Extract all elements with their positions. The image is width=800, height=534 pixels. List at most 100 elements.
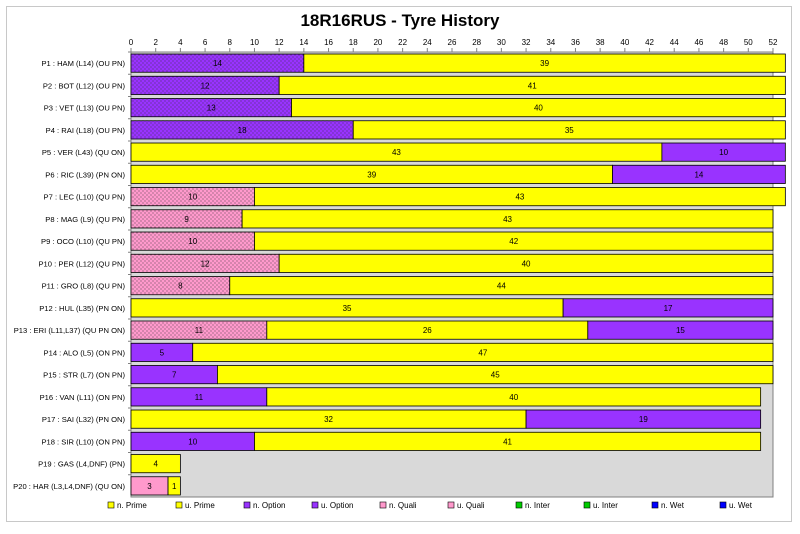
x-tick-label: 0	[129, 38, 134, 47]
row-label: P2 : BOT (L12) (OU PN)	[43, 81, 126, 90]
row-label: P16 : VAN (L11) (ON PN)	[40, 393, 126, 402]
legend-swatch	[311, 501, 319, 509]
stint-laps-label: 12	[201, 259, 210, 268]
stint-bar	[303, 53, 786, 73]
x-tick-label: 4	[178, 38, 183, 47]
legend-label: n. Option	[253, 501, 285, 510]
stint-bar	[661, 142, 786, 162]
stint-laps-label: 15	[676, 326, 685, 335]
row-label: P7 : LEC (L10) (QU PN)	[44, 193, 126, 202]
row-label: P15 : STR (L7) (ON PN)	[43, 371, 125, 380]
legend-label: u. Inter	[593, 501, 618, 510]
stint-laps-label: 14	[213, 59, 222, 68]
stint-bar	[587, 320, 774, 340]
stint-laps-label: 5	[160, 348, 165, 357]
stint-laps-label: 19	[639, 415, 648, 424]
stint-bar-pattern	[131, 76, 280, 95]
legend-swatch	[379, 501, 387, 509]
row-label: P4 : RAI (L18) (OU PN)	[46, 126, 126, 135]
x-tick-label: 32	[522, 38, 531, 47]
stint-bar	[562, 298, 774, 318]
stint-laps-label: 9	[184, 215, 189, 224]
row-label: P14 : ALO (L5) (ON PN)	[44, 348, 126, 357]
row-label: P8 : MAG (L9) (QU PN)	[45, 215, 125, 224]
stint-bar-pattern	[131, 254, 280, 273]
legend-swatch	[243, 501, 251, 509]
row-label: P3 : VET (L13) (OU PN)	[44, 104, 126, 113]
stint-bar	[278, 75, 786, 95]
x-tick-label: 48	[719, 38, 728, 47]
legend-swatch	[515, 501, 523, 509]
stint-laps-label: 7	[172, 371, 177, 380]
row-label: P9 : OCO (L10) (QU PN)	[41, 237, 125, 246]
stint-bar-pattern	[131, 54, 304, 73]
x-tick-label: 20	[373, 38, 382, 47]
chart-title: 18R16RUS - Tyre History	[300, 11, 500, 30]
stint-laps-label: 43	[503, 215, 512, 224]
stint-laps-label: 40	[522, 259, 531, 268]
stint-bar	[254, 231, 774, 251]
legend-swatch	[583, 501, 591, 509]
legend-label: n. Inter	[525, 501, 550, 510]
row-label: P19 : GAS (L4,DNF) (PN)	[38, 460, 125, 469]
legend-label: u. Option	[321, 501, 353, 510]
stint-laps-label: 8	[178, 282, 183, 291]
stint-bar-pattern	[131, 98, 292, 117]
stint-laps-label: 26	[423, 326, 432, 335]
stint-bar	[229, 276, 774, 296]
stint-laps-label: 14	[694, 170, 703, 179]
stint-bar	[130, 454, 181, 474]
stint-laps-label: 40	[534, 104, 543, 113]
stint-bar-pattern	[131, 232, 255, 251]
stint-bar	[352, 120, 786, 140]
stint-laps-label: 39	[367, 170, 376, 179]
legend-swatch	[651, 501, 659, 509]
row-label: P20 : HAR (L3,L4,DNF) (QU ON)	[13, 482, 125, 491]
stint-laps-label: 47	[478, 348, 487, 357]
x-tick-label: 42	[645, 38, 654, 47]
legend-swatch	[447, 501, 455, 509]
stint-bar	[266, 387, 762, 407]
stint-laps-label: 35	[343, 304, 352, 313]
stint-bar	[192, 342, 774, 362]
stint-bar	[217, 365, 774, 385]
stint-laps-label: 1	[172, 482, 177, 491]
row-label: P6 : RIC (L39) (PN ON)	[45, 170, 125, 179]
legend-label: u. Quali	[457, 501, 485, 510]
x-tick-label: 38	[596, 38, 605, 47]
stint-bar	[167, 476, 181, 496]
stint-laps-label: 10	[188, 237, 197, 246]
x-tick-label: 36	[571, 38, 580, 47]
x-tick-label: 28	[472, 38, 481, 47]
row-label: P1 : HAM (L14) (OU PN)	[41, 59, 125, 68]
x-tick-label: 50	[744, 38, 753, 47]
stint-laps-label: 41	[528, 81, 537, 90]
row-label: P10 : PER (L12) (QU PN)	[38, 259, 125, 268]
stint-laps-label: 13	[207, 104, 216, 113]
stint-bar	[278, 253, 774, 273]
row-label: P11 : GRO (L8) (QU PN)	[42, 282, 126, 291]
x-tick-label: 10	[250, 38, 259, 47]
stint-bar	[241, 209, 774, 229]
row-label: P18 : SIR (L10) (ON PN)	[41, 437, 125, 446]
legend-label: u. Wet	[729, 501, 753, 510]
x-tick-label: 46	[694, 38, 703, 47]
x-tick-label: 6	[203, 38, 208, 47]
x-tick-label: 22	[398, 38, 407, 47]
stint-laps-label: 41	[503, 437, 512, 446]
stint-laps-label: 10	[188, 437, 197, 446]
x-tick-label: 16	[324, 38, 333, 47]
legend-swatch	[175, 501, 183, 509]
stint-laps-label: 43	[515, 193, 524, 202]
stint-bar-pattern	[131, 321, 267, 340]
stint-laps-label: 18	[238, 126, 247, 135]
legend-label: n. Quali	[389, 501, 417, 510]
legend-swatch	[107, 501, 115, 509]
stint-bar-pattern	[131, 276, 230, 295]
stint-laps-label: 11	[195, 326, 204, 335]
row-label: P5 : VER (L43) (QU ON)	[42, 148, 126, 157]
legend-label: u. Prime	[185, 501, 215, 510]
row-label: P13 : ERI (L11,L37) (QU PN ON)	[14, 326, 126, 335]
stint-laps-label: 10	[719, 148, 728, 157]
